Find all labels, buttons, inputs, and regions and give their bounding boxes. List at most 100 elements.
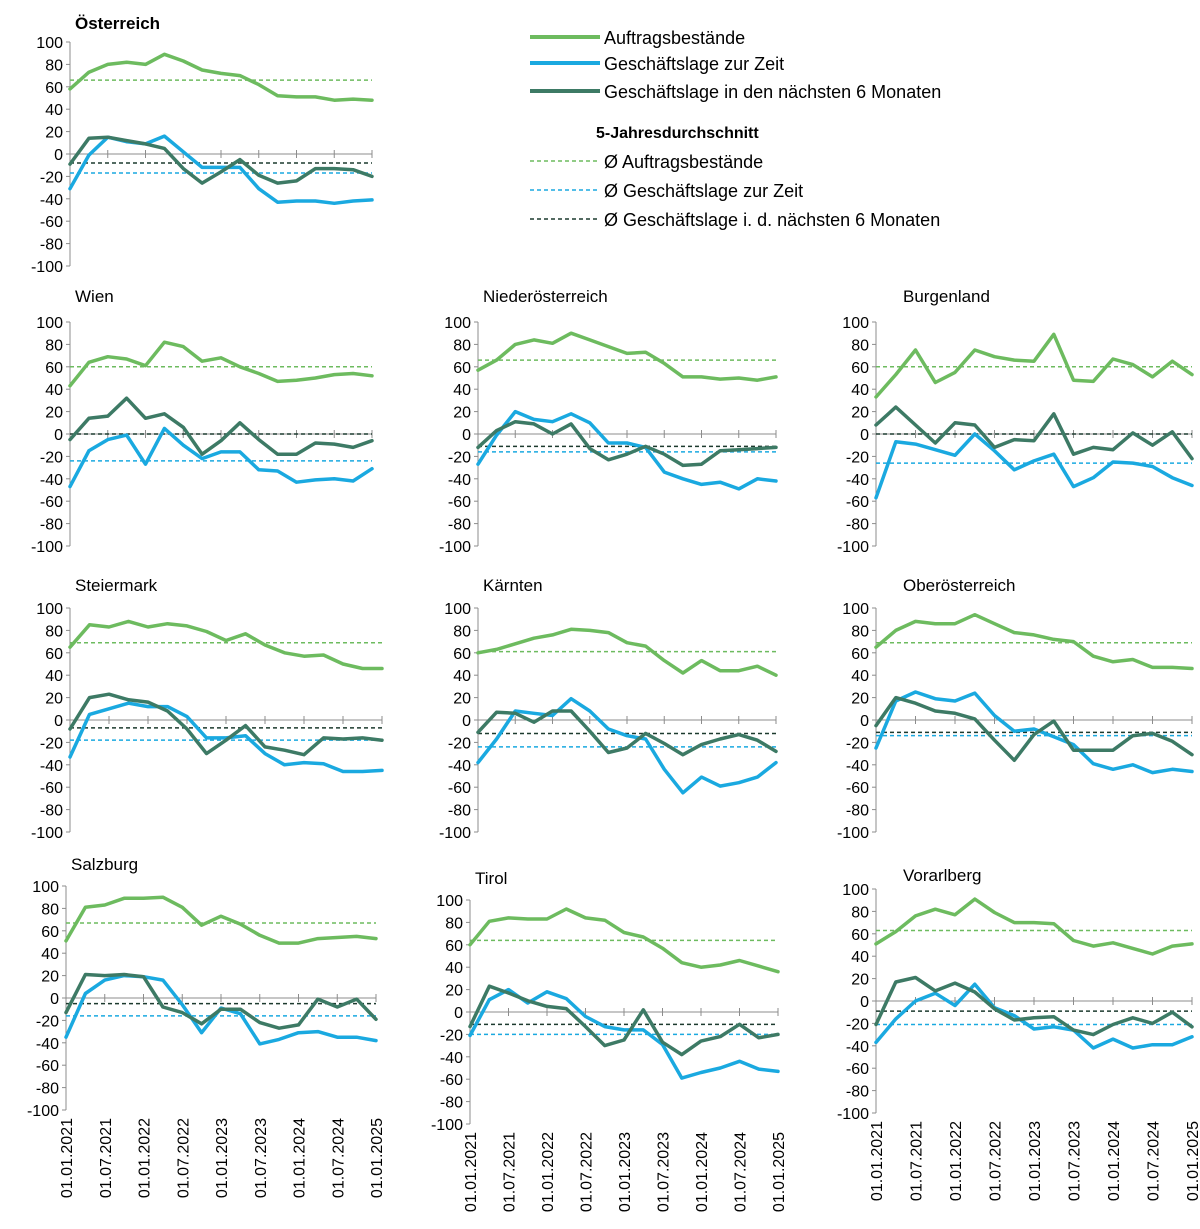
data-point-geschaeftslage-naechste-6-monate [257,438,260,441]
data-point-geschaeftslage-zur-zeit [680,1076,683,1080]
data-point-geschaeftslage-zur-zeit [125,433,128,437]
legend-label-geschaeftslage-zur-zeit: Geschäftslage zur Zeit [604,54,784,74]
x-tick-label: 01.07.2024 [1146,1121,1163,1201]
data-point-geschaeftslage-zur-zeit [258,1042,261,1046]
data-point-geschaeftslage-zur-zeit [663,470,666,474]
data-point-geschaeftslage-naechste-6-monate [488,985,491,988]
data-point-geschaeftslage-zur-zeit [336,1036,339,1039]
data-point-geschaeftslage-zur-zeit [993,714,996,717]
data-point-auftragsbestaende [374,937,378,940]
y-tick-label: 100 [36,315,63,332]
data-point-geschaeftslage-zur-zeit [1013,468,1016,471]
data-point-geschaeftslage-naechste-6-monate [569,709,573,713]
data-point-auftragsbestaende [263,643,267,647]
data-point-auftragsbestaende [973,348,976,352]
data-point-auftragsbestaende [125,61,128,64]
data-point-auftragsbestaende [526,917,529,921]
data-point-geschaeftslage-naechste-6-monate [1052,719,1056,723]
y-tick-label: 0 [462,427,471,444]
data-point-geschaeftslage-naechste-6-monate [588,730,591,733]
panel-vorarlberg: Vorarlberg100806040200-20-40-60-80-10001… [837,866,1200,1201]
data-point-auftragsbestaende [333,373,336,376]
data-point-geschaeftslage-naechste-6-monate [1171,430,1174,433]
data-point-geschaeftslage-naechste-6-monate [1072,749,1075,752]
data-point-auftragsbestaende [468,943,472,946]
panel-title: Kärnten [483,576,543,595]
data-point-geschaeftslage-naechste-6-monate [514,712,517,715]
data-point-geschaeftslage-zur-zeit [934,448,937,451]
data-point-auftragsbestaende [144,364,147,367]
data-point-auftragsbestaende [874,942,878,946]
panel-title: Tirol [475,869,507,888]
legend-label-avg-geschaeftslage-zur-zeit: Ø Geschäftslage zur Zeit [604,181,803,201]
x-tick-label: 01.01.2023 [214,1118,231,1198]
data-point-geschaeftslage-naechste-6-monate [934,989,937,993]
data-point-auftragsbestaende [625,641,629,644]
data-point-geschaeftslage-naechste-6-monate [476,446,480,449]
y-tick-label: 40 [851,949,869,966]
data-point-auftragsbestaende [774,375,778,379]
data-point-auftragsbestaende [718,377,722,381]
data-point-geschaeftslage-naechste-6-monate [973,717,976,721]
data-point-auftragsbestaende [642,935,645,939]
data-point-auftragsbestaende [644,351,647,354]
data-point-geschaeftslage-naechste-6-monate [163,147,166,150]
data-point-geschaeftslage-naechste-6-monate [106,414,110,418]
data-point-geschaeftslage-zur-zeit [700,775,703,779]
data-point-auftragsbestaende [514,642,517,645]
data-point-geschaeftslage-naechste-6-monate [914,976,917,979]
data-point-auftragsbestaende [244,632,247,635]
data-point-geschaeftslage-naechste-6-monate [182,167,185,170]
data-point-geschaeftslage-naechste-6-monate [700,743,703,746]
data-point-auftragsbestaende [295,379,298,382]
data-point-geschaeftslage-naechste-6-monate [738,1023,741,1026]
data-point-auftragsbestaende [200,924,203,927]
data-point-geschaeftslage-naechste-6-monate [276,453,279,456]
y-tick-label: -40 [846,758,869,775]
data-point-geschaeftslage-zur-zeit [894,440,897,443]
data-point-geschaeftslage-zur-zeit [263,752,267,755]
data-point-auftragsbestaende [84,906,87,909]
y-tick-label: -20 [40,735,63,752]
data-point-geschaeftslage-zur-zeit [219,450,223,454]
y-tick-label: 0 [860,994,869,1011]
data-point-geschaeftslage-zur-zeit [545,990,549,993]
data-point-geschaeftslage-naechste-6-monate [756,739,759,742]
data-point-auftragsbestaende [718,669,722,672]
data-point-auftragsbestaende [1052,922,1056,925]
data-point-auftragsbestaende [239,922,242,926]
y-tick-label: -80 [448,803,471,820]
data-point-geschaeftslage-naechste-6-monate [361,736,364,740]
data-point-geschaeftslage-naechste-6-monate [532,422,536,426]
data-point-geschaeftslage-naechste-6-monate [495,429,498,432]
data-point-geschaeftslage-zur-zeit [1131,763,1135,766]
data-point-auftragsbestaende [1190,373,1194,376]
data-point-geschaeftslage-zur-zeit [84,992,87,995]
data-point-auftragsbestaende [476,651,480,654]
y-tick-label: -20 [40,169,63,186]
data-point-geschaeftslage-zur-zeit [333,202,336,205]
y-tick-label: 20 [45,125,63,142]
y-tick-label: -40 [36,1036,59,1053]
data-point-geschaeftslage-zur-zeit [295,199,298,203]
y-tick-label: 60 [45,80,63,97]
y-tick-label: 20 [453,691,471,708]
panel-title: Salzburg [71,855,138,874]
y-tick-label: -100 [837,825,869,842]
x-tick-label: 01.01.2022 [948,1121,965,1201]
data-point-geschaeftslage-naechste-6-monate [144,142,147,146]
data-point-geschaeftslage-naechste-6-monate [663,742,666,745]
panel-oesterreich: Österreich 100 80 60 40 20 0 -20 -40 -60 -80 -100 [31,14,374,276]
data-point-auftragsbestaende [914,914,917,918]
series-line-auftragsbestaende [476,331,778,382]
data-point-geschaeftslage-zur-zeit [894,1017,897,1021]
y-tick-label: 80 [41,901,59,918]
data-point-geschaeftslage-zur-zeit [737,781,740,784]
data-point-auftragsbestaende [569,332,573,335]
data-point-auftragsbestaende [302,655,306,658]
data-point-geschaeftslage-naechste-6-monate [144,417,147,420]
data-point-geschaeftslage-zur-zeit [532,418,536,421]
data-point-auftragsbestaende [87,71,91,74]
data-point-geschaeftslage-naechste-6-monate [276,181,279,185]
data-point-auftragsbestaende [125,357,128,361]
